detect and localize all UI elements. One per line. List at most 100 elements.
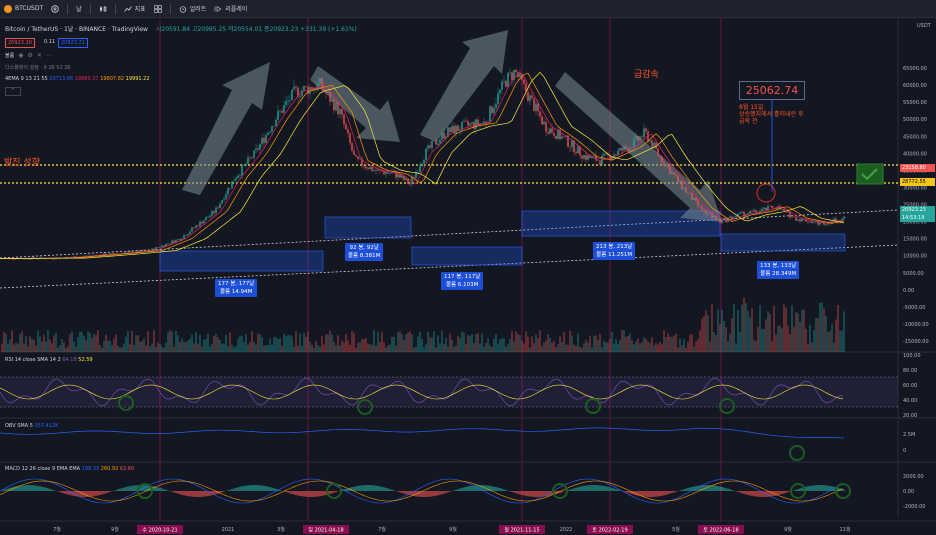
time-flag-label: 토 2022-06-18 — [703, 528, 738, 534]
volume-bar — [811, 342, 813, 352]
chart-type-button[interactable] — [99, 5, 107, 13]
candle-body — [459, 130, 461, 131]
volume-bar — [349, 344, 351, 352]
signal-circle — [552, 483, 568, 499]
candle-body — [831, 221, 833, 224]
chart-area[interactable]: 65000.00 60000.00 55000.00 50000.00 45000.00… — [0, 18, 936, 535]
macd-histogram-bar — [233, 488, 235, 491]
volume-bar — [727, 341, 729, 352]
volume-bar — [121, 347, 123, 352]
macd-histogram-bar — [149, 485, 151, 491]
volume-bar — [781, 328, 783, 352]
candle-body — [95, 255, 97, 256]
candle-body — [651, 140, 653, 148]
candle-body — [299, 95, 301, 97]
volume-bar — [249, 341, 251, 352]
candle-body — [231, 181, 233, 189]
volume-bar — [725, 327, 727, 352]
candle-body — [191, 227, 193, 232]
macd-histogram-bar — [819, 485, 821, 491]
range-label-4: 213 봉, 213날 볼륨 11.251M — [593, 242, 636, 260]
countdown-flag: 14:53:19 — [900, 214, 935, 222]
macd-histogram-bar — [629, 491, 631, 494]
currency-label[interactable]: USDT — [917, 23, 931, 29]
macd-histogram-bar — [539, 491, 541, 497]
volume-bar — [731, 318, 733, 352]
volume-bar — [535, 334, 537, 352]
macd-histogram-bar — [573, 488, 575, 491]
price-tick: 10000.00 — [903, 254, 927, 260]
signal-circle — [790, 483, 806, 499]
volume-bar — [379, 341, 381, 352]
macd-histogram-bar — [519, 491, 521, 495]
add-symbol-button[interactable] — [51, 4, 59, 13]
macd-histogram-bar — [47, 488, 49, 491]
volume-bar — [541, 346, 543, 352]
candle-body — [341, 108, 343, 115]
volume-bar — [691, 334, 693, 352]
grid-icon — [153, 4, 162, 13]
range-label-3: 117 봉, 117날 볼륨 6.103M — [441, 272, 484, 290]
chart-canvas[interactable]: 65000.00 60000.00 55000.00 50000.00 45000.00… — [0, 18, 936, 535]
volume-bar — [339, 345, 341, 352]
volume-bar — [609, 338, 611, 352]
sell-price-box[interactable]: 20923.10 — [5, 38, 35, 48]
candle-body — [533, 98, 535, 111]
candle-body — [227, 188, 229, 195]
candle-body — [543, 121, 545, 125]
volume-bar — [71, 331, 73, 352]
macd-histogram-bar — [367, 485, 369, 491]
eye-icon[interactable]: ◉ — [18, 52, 24, 59]
macd-histogram-bar — [185, 491, 187, 496]
volume-bar — [219, 339, 221, 352]
candle-body — [279, 110, 281, 112]
templates-button[interactable] — [153, 4, 162, 13]
candle-body — [525, 83, 527, 93]
macd-histogram-bar — [141, 485, 143, 491]
volume-bar — [451, 339, 453, 352]
candle-body — [809, 221, 811, 223]
candle-body — [707, 213, 709, 215]
volume-bar — [403, 340, 405, 352]
volume-bar — [719, 324, 721, 352]
macd-histogram-bar — [161, 488, 163, 491]
candle-body — [389, 173, 391, 174]
alarm-clock-icon — [179, 5, 186, 13]
alert-button[interactable]: 얼러트 — [179, 4, 206, 13]
macd-histogram-bar — [285, 491, 287, 493]
candle-body — [755, 209, 757, 213]
more-icon[interactable]: ⋯ — [45, 52, 52, 59]
candle-body — [419, 166, 421, 172]
symbol-search-button[interactable]: BTCUSDT — [4, 4, 43, 13]
price-tick: 50000.00 — [903, 117, 927, 123]
volume-bar — [283, 333, 285, 352]
volume-bar — [837, 304, 839, 352]
volume-bar — [629, 333, 631, 352]
volume-bar — [319, 346, 321, 352]
macd-histogram-bar — [671, 491, 673, 494]
macd-histogram-bar — [579, 486, 581, 491]
collapse-legend-button[interactable]: ^ — [5, 87, 21, 96]
indicators-button[interactable]: 지표 — [123, 4, 146, 13]
volume-bar — [753, 339, 755, 352]
candle-body — [13, 259, 15, 260]
macd-histogram-bar — [449, 491, 451, 492]
settings-icon[interactable]: ⚙ — [27, 52, 33, 59]
buy-price-box[interactable]: 20923.21 — [58, 38, 88, 48]
candle-body — [739, 212, 741, 214]
time-flag — [137, 525, 183, 534]
volume-bar — [503, 338, 505, 352]
candle-body — [395, 170, 397, 178]
candle-body — [241, 165, 243, 176]
candle-body — [283, 105, 285, 113]
macd-histogram-bar — [411, 491, 413, 496]
macd-histogram-bar — [487, 485, 489, 491]
macd-histogram-bar — [779, 491, 781, 495]
volume-bar — [107, 340, 109, 352]
replay-button[interactable]: 리플레이 — [214, 4, 247, 13]
signal-circle — [137, 483, 153, 499]
close-icon[interactable]: ✕ — [36, 52, 42, 59]
interval-button[interactable]: 날 — [76, 4, 82, 13]
candle-body — [547, 131, 549, 134]
candle-body — [789, 211, 791, 218]
